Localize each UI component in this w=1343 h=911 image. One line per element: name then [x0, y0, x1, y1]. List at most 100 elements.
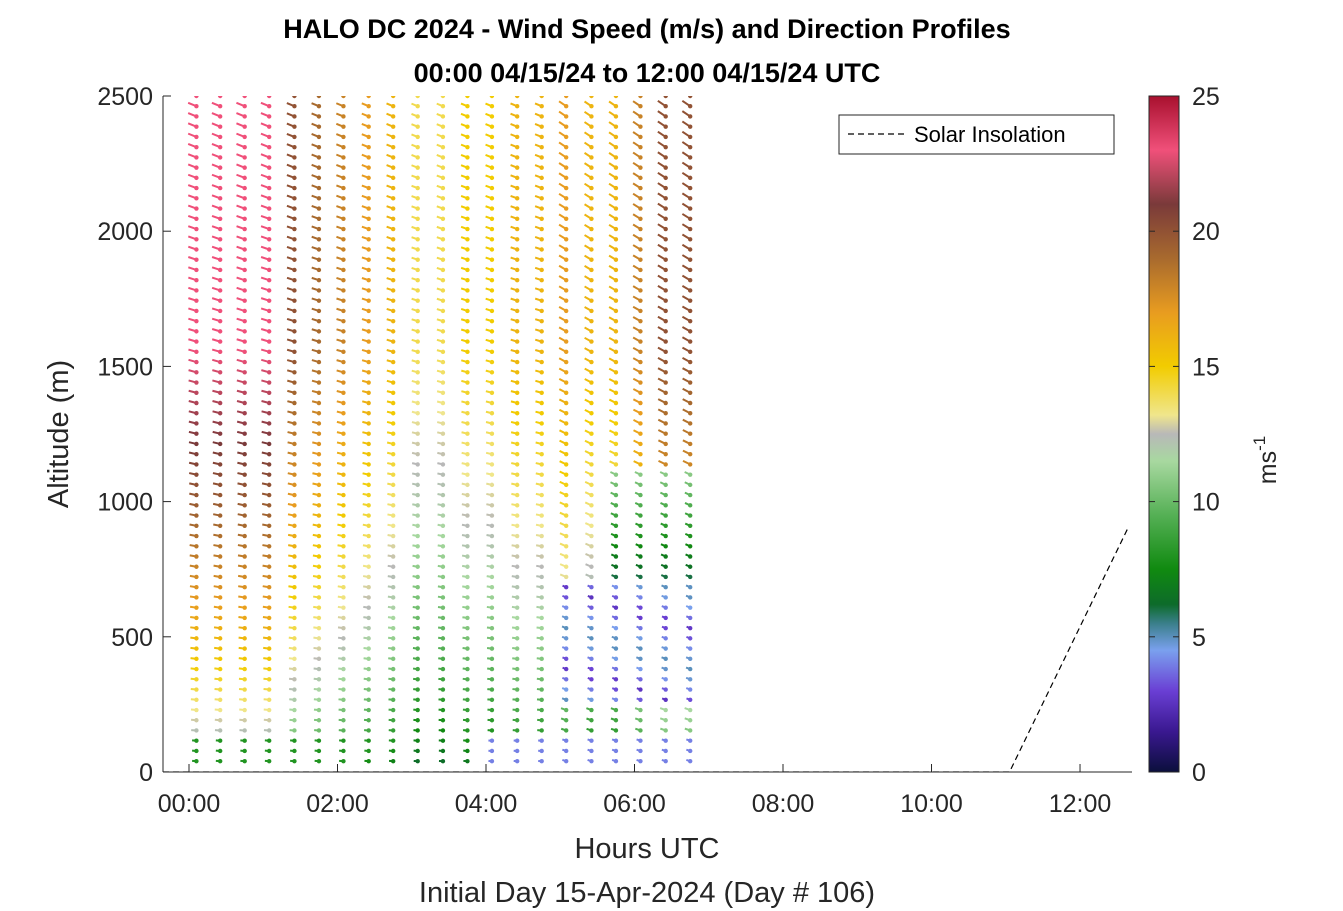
wind-barb-dot [563, 738, 569, 743]
wind-barb-dot [563, 503, 569, 508]
wind-barb-dot [613, 144, 619, 150]
wind-barb-dot [589, 400, 594, 406]
wind-barb-dot [415, 748, 420, 754]
wind-barb-dot [440, 155, 446, 160]
wind-barb-dot [563, 697, 569, 702]
wind-barb-dot [539, 574, 544, 580]
wind-barb-dot [292, 298, 297, 303]
wind-barb-dot [440, 533, 446, 539]
wind-barb-dot [266, 687, 272, 692]
wind-barb-dot [316, 206, 322, 211]
wind-barb-dot [366, 339, 371, 344]
wind-barb-dot [589, 267, 594, 273]
wind-barb-dot [440, 237, 446, 242]
wind-barb-dot [217, 226, 223, 232]
wind-barb-dot [514, 226, 520, 232]
wind-barb-dot [663, 503, 668, 508]
y-axis-label: Altitude (m) [43, 360, 75, 508]
wind-barb-dot [366, 482, 371, 488]
wind-barb-dot [194, 564, 199, 569]
wind-barb-dot [563, 748, 569, 754]
wind-barb-dot [589, 697, 594, 702]
wind-barb-dot [563, 472, 569, 477]
wind-barb-dot [242, 134, 247, 140]
wind-barb-dot [217, 400, 223, 406]
wind-barb-dot [194, 533, 199, 539]
wind-barb-dot [390, 554, 396, 559]
wind-barb-dot [390, 687, 396, 692]
wind-barb-dot [366, 196, 371, 201]
wind-barb-dot [217, 554, 223, 559]
wind-barb-dot [539, 758, 544, 764]
wind-barb-dot [242, 370, 247, 375]
wind-barb-dot [687, 482, 693, 488]
wind-barb-dot [663, 155, 668, 160]
wind-barb-dot [563, 492, 569, 498]
wind-barb-dot [390, 349, 396, 355]
wind-barb-dot [613, 411, 619, 416]
wind-barb-dot [266, 155, 272, 160]
wind-barb-dot [687, 339, 693, 344]
wind-barb-dot [292, 104, 297, 109]
wind-barb-dot [589, 605, 594, 610]
wind-barb-dot [589, 636, 594, 641]
wind-barb-dot [687, 492, 693, 498]
wind-barb-dot [638, 748, 643, 754]
wind-barb-dot [613, 636, 619, 641]
wind-barb-dot [638, 257, 643, 262]
wind-barb-dot [638, 288, 643, 293]
wind-barb-dot [242, 758, 247, 764]
wind-barb-dot [316, 359, 322, 365]
wind-barb-dot [242, 738, 247, 743]
wind-barb-dot [266, 595, 272, 600]
wind-barb-dot [687, 615, 693, 621]
wind-barb-dot [514, 380, 520, 385]
wind-barb-dot [390, 585, 396, 590]
wind-barb-dot [217, 625, 223, 631]
wind-barb-dot [341, 359, 346, 365]
wind-barb-dot [563, 605, 569, 610]
wind-barb-dot [217, 615, 223, 621]
wind-barb-dot [539, 308, 544, 314]
wind-barb-dot [266, 175, 272, 181]
wind-barb-dot [687, 523, 693, 529]
wind-barb-dot [341, 380, 346, 385]
colorbar-label-exponent: -1 [1250, 436, 1269, 451]
wind-barb-dot [539, 329, 544, 334]
wind-barb-dot [563, 615, 569, 621]
wind-barb [340, 96, 344, 97]
wind-barb-dot [440, 666, 446, 672]
wind-barb-dot [589, 339, 594, 344]
wind-barb-dot [292, 687, 297, 692]
wind-barb-dot [638, 165, 643, 170]
wind-barb-dot [687, 349, 693, 355]
wind-barb-dot [316, 697, 322, 702]
wind-barb-dot [266, 134, 272, 140]
wind-barb-dot [242, 247, 247, 252]
wind-barb-dot [539, 114, 544, 119]
wind-barb-dot [465, 625, 470, 631]
wind-barb-dot [589, 564, 594, 569]
wind-barb-dot [390, 278, 396, 283]
wind-barb-dot [465, 595, 470, 600]
wind-barb-dot [687, 329, 693, 334]
wind-barb-dot [194, 728, 199, 733]
wind-barb-dot [465, 329, 470, 334]
wind-barb-dot [390, 666, 396, 672]
wind-barb-dot [539, 96, 544, 99]
wind-barb-dot [292, 267, 297, 273]
wind-barb-dot [440, 390, 446, 395]
wind-barb-dot [341, 738, 346, 743]
wind-barb-dot [663, 574, 668, 580]
wind-barb-dot [613, 359, 619, 365]
wind-barb-dot [687, 441, 693, 447]
wind-barb-dot [539, 206, 544, 211]
wind-barb-dot [613, 96, 619, 99]
wind-barb-dot [638, 595, 643, 600]
wind-barb-dot [663, 718, 668, 723]
wind-barb-dot [366, 441, 371, 447]
wind-barb-dot [663, 625, 668, 631]
wind-barb-dot [415, 185, 420, 191]
wind-barb-dot [390, 595, 396, 600]
y-tick-label: 1500 [97, 353, 153, 381]
